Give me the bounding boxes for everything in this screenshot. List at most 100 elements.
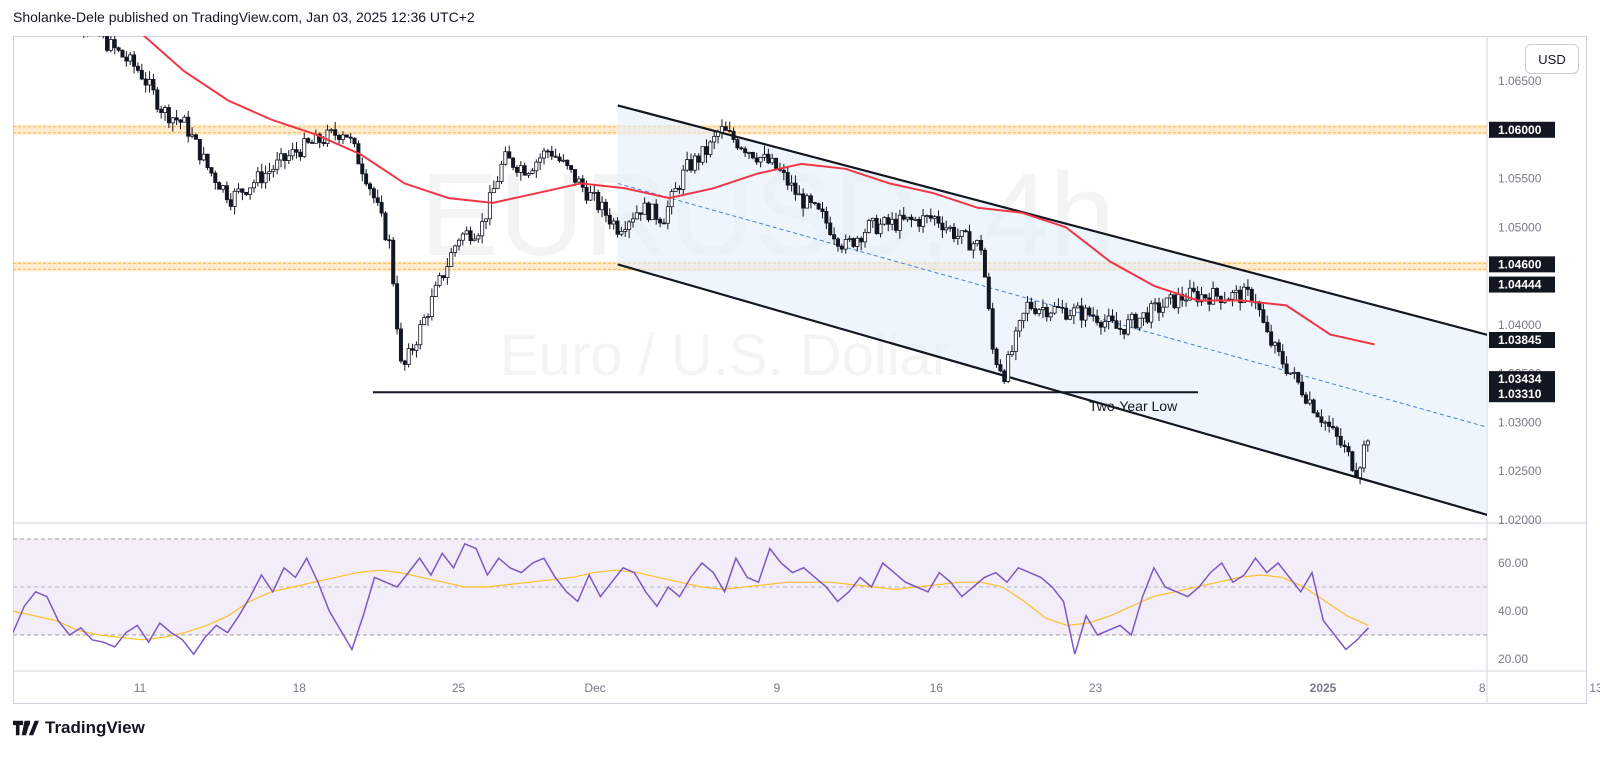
candle-body bbox=[1214, 288, 1219, 297]
candle-body bbox=[147, 79, 152, 86]
candle-body bbox=[708, 141, 713, 155]
candle-body bbox=[816, 203, 821, 210]
candle-body bbox=[1272, 342, 1277, 346]
candle-body bbox=[712, 135, 717, 143]
candle-body bbox=[116, 47, 121, 51]
candle-body bbox=[774, 157, 779, 169]
candle-body bbox=[155, 89, 160, 110]
candle-body bbox=[78, 15, 81, 27]
candle-body bbox=[835, 238, 840, 247]
candle-body bbox=[1334, 427, 1339, 437]
candle-body bbox=[217, 182, 222, 190]
price-tag bbox=[1489, 121, 1555, 138]
candle-body bbox=[743, 148, 748, 154]
candle-body bbox=[1006, 354, 1011, 382]
candle-body bbox=[429, 296, 434, 317]
candle-body bbox=[398, 328, 403, 362]
candle-body bbox=[716, 131, 721, 137]
candle-body bbox=[449, 252, 454, 267]
candle-body bbox=[132, 54, 137, 67]
candle-body bbox=[901, 214, 906, 220]
candle-body bbox=[1137, 317, 1142, 329]
candle-body bbox=[221, 185, 226, 190]
candle-body bbox=[1315, 412, 1320, 418]
candle-body bbox=[128, 54, 133, 62]
candle-body bbox=[932, 216, 937, 219]
candle-body bbox=[151, 79, 156, 91]
candle-body bbox=[1048, 312, 1053, 318]
price-tags: 1.06000 1.04600 1.04444 1.03845 1.034341.033… bbox=[1489, 121, 1555, 403]
candle-body bbox=[851, 238, 856, 247]
candle-body bbox=[592, 191, 597, 194]
candle-body bbox=[839, 245, 844, 250]
price-tag-label: 1.04444 bbox=[1498, 278, 1542, 292]
candle-body bbox=[275, 159, 280, 170]
candle-body bbox=[979, 239, 984, 251]
candle-body bbox=[1052, 306, 1057, 314]
candle-body bbox=[224, 185, 229, 201]
candle-body bbox=[1153, 302, 1158, 305]
candle-body bbox=[1184, 299, 1189, 302]
candle-body bbox=[805, 195, 810, 209]
candle-body bbox=[832, 234, 837, 240]
candle-body bbox=[967, 231, 972, 251]
candle-body bbox=[267, 170, 272, 174]
candle-body bbox=[344, 134, 349, 138]
price-tick-label: 1.05000 bbox=[1498, 220, 1542, 234]
candle-body bbox=[654, 203, 659, 220]
candle-body bbox=[495, 181, 500, 189]
candle-body bbox=[685, 159, 690, 171]
candle-body bbox=[1296, 372, 1301, 383]
candle-body bbox=[1211, 288, 1216, 305]
publish-info: Sholanke-Dele published on TradingView.c… bbox=[13, 9, 475, 25]
candle-body bbox=[561, 159, 566, 162]
candle-body bbox=[186, 116, 191, 137]
candle-body bbox=[1319, 416, 1324, 423]
chart-frame[interactable] bbox=[13, 36, 1587, 704]
candle-body bbox=[673, 187, 678, 193]
price-tick-label: 1.02500 bbox=[1498, 464, 1542, 478]
candle-body bbox=[410, 348, 415, 351]
currency-button[interactable]: USD bbox=[1525, 44, 1579, 74]
candle-body bbox=[360, 163, 365, 175]
candle-body bbox=[661, 222, 666, 225]
candle-body bbox=[1056, 306, 1061, 308]
candle-body bbox=[371, 188, 376, 199]
rsi-ma-line bbox=[13, 569, 1369, 641]
price-tag-label: 1.03434 bbox=[1498, 372, 1542, 386]
time-tick-label: 11 bbox=[134, 681, 147, 695]
candle-body bbox=[1203, 294, 1208, 299]
candle-body bbox=[890, 218, 895, 225]
candle-body bbox=[279, 153, 284, 161]
candle-body bbox=[426, 316, 431, 319]
two-year-low-label: Two-Year Low bbox=[1089, 398, 1178, 414]
candle-body bbox=[472, 238, 477, 242]
candle-body bbox=[971, 243, 976, 251]
candle-body bbox=[874, 217, 879, 235]
candle-body bbox=[282, 153, 287, 161]
footer-brand[interactable]: TradingView bbox=[13, 718, 145, 738]
price-tick-label: 1.02000 bbox=[1498, 513, 1542, 527]
candle-body bbox=[1160, 306, 1165, 313]
candle-body bbox=[1145, 312, 1150, 323]
candle-body bbox=[781, 169, 786, 173]
candle-body bbox=[576, 178, 581, 183]
candle-body bbox=[1071, 307, 1076, 317]
candle-body bbox=[534, 161, 539, 172]
candle-body bbox=[638, 212, 643, 215]
candle-body bbox=[936, 216, 941, 224]
candle-body bbox=[975, 239, 980, 245]
candle-body bbox=[1122, 328, 1127, 335]
candle-body bbox=[1044, 306, 1049, 318]
candle-body bbox=[998, 364, 1003, 372]
candle-body bbox=[704, 146, 709, 155]
candle-body bbox=[611, 220, 616, 225]
candle-body bbox=[352, 137, 357, 145]
candle-body bbox=[1311, 399, 1316, 414]
candle-body bbox=[1126, 319, 1131, 335]
candle-body bbox=[735, 139, 740, 149]
candle-body bbox=[1354, 470, 1359, 478]
candle-body bbox=[526, 173, 531, 176]
candle-body bbox=[600, 201, 605, 211]
